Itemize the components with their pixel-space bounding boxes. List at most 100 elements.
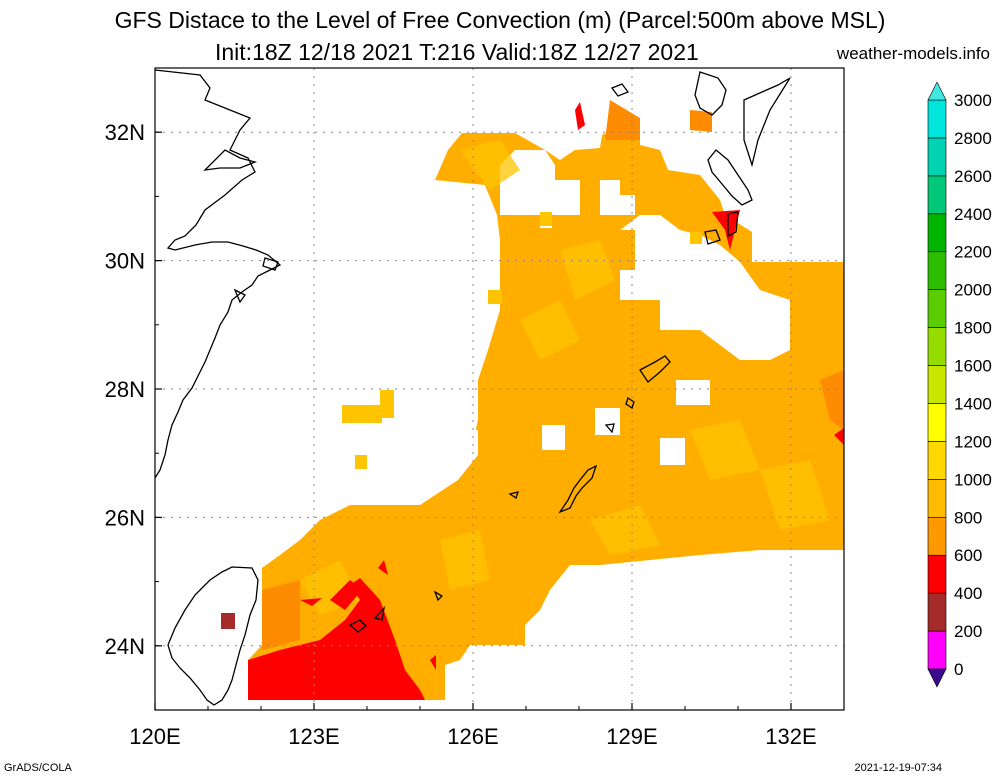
field-texture <box>690 420 760 480</box>
field-red <box>330 580 362 610</box>
colorbar-label: 2200 <box>954 243 992 262</box>
footer-software: GrADS/COLA <box>4 762 72 774</box>
field-orange <box>262 580 300 650</box>
coastal-island <box>262 257 279 271</box>
colorbar-label: 1000 <box>954 470 992 489</box>
lat-tick-label: 30N <box>105 249 145 274</box>
colorbar-label: 800 <box>954 508 982 527</box>
lon-tick-label: 126E <box>447 724 498 749</box>
colorbar-segment <box>927 365 947 404</box>
colorbar-label: 0 <box>954 660 963 679</box>
colorbar-segment <box>927 327 947 366</box>
colorbar-label: 3000 <box>954 91 992 110</box>
field-gap <box>676 380 710 405</box>
map-title: GFS Distace to the Level of Free Convect… <box>114 7 886 33</box>
island-coastline <box>348 619 367 633</box>
colorbar-label: 2800 <box>954 129 992 148</box>
field-cell <box>342 405 382 423</box>
lat-tick-label: 26N <box>105 505 145 530</box>
site-credit: weather-models.info <box>836 44 990 63</box>
island-coastline <box>433 590 444 602</box>
axis-ticks: 120E 123E 126E 129E 132E 24N 26N 28N 30N 32N <box>105 67 845 749</box>
field-red <box>300 598 322 606</box>
colorbar-label: 2400 <box>954 205 992 224</box>
field-cell <box>355 455 367 469</box>
field-gap <box>500 150 580 228</box>
lat-tick-label: 28N <box>105 377 145 402</box>
lon-tick-label: 123E <box>288 724 339 749</box>
colorbar-segment <box>927 630 947 670</box>
field-texture <box>520 300 580 360</box>
colorbar-label: 2600 <box>954 167 992 186</box>
island-coastline <box>610 83 630 97</box>
kyushu-coastline <box>707 149 753 206</box>
colorbar-label: 1600 <box>954 357 992 376</box>
field-red <box>575 102 585 130</box>
field-orange <box>690 110 712 132</box>
field-cell <box>488 290 502 304</box>
island-coastline <box>604 423 615 434</box>
lat-tick-label: 24N <box>105 634 145 659</box>
field-red <box>248 578 425 700</box>
island-coastline <box>508 491 519 500</box>
field-cell <box>540 212 552 226</box>
kyushu-coastline <box>743 77 791 168</box>
field-texture <box>760 460 830 530</box>
colorbar-segment <box>927 516 947 556</box>
yangtze-estuary <box>203 149 258 171</box>
coastlines <box>155 69 791 706</box>
colorbar-segment <box>927 289 947 328</box>
colorbar-segment <box>927 99 947 139</box>
field-gap <box>595 408 620 435</box>
kyushu-coastline <box>694 71 727 116</box>
field-red <box>378 560 388 575</box>
colorbar: 0 200 400 600 800 1000 1200 1400 1600 1800 2000 220… <box>927 81 992 688</box>
colorbar-under-arrow <box>927 668 947 688</box>
colorbar-over-arrow <box>927 81 947 101</box>
colorbar-label: 600 <box>954 546 982 565</box>
field-gap <box>620 215 790 360</box>
lon-tick-label: 120E <box>129 724 180 749</box>
map-subtitle: Init:18Z 12/18 2021 T:216 Valid:18Z 12/2… <box>215 39 699 65</box>
colorbar-segment <box>927 592 947 632</box>
colorbar-segment <box>927 479 947 518</box>
field-red <box>430 655 436 670</box>
lon-tick-label: 129E <box>606 724 657 749</box>
colorbar-label: 1200 <box>954 432 992 451</box>
colorbar-segment <box>927 554 947 594</box>
field-red <box>712 210 740 250</box>
field-gap <box>542 425 565 450</box>
colorbar-label: 200 <box>954 622 982 641</box>
colorbar-segment <box>927 175 947 215</box>
footer-timestamp: 2021-12-19-07:34 <box>854 762 942 774</box>
colorbar-segment <box>927 213 947 253</box>
field-red <box>834 428 844 445</box>
colorbar-segment <box>927 251 947 290</box>
field-orange <box>820 370 844 430</box>
colorbar-segment <box>927 137 947 177</box>
field-gap <box>600 180 635 215</box>
island-coastline <box>639 355 671 383</box>
island-coastline <box>727 211 739 238</box>
china-coastline <box>155 69 282 479</box>
coastal-island <box>233 288 246 304</box>
field-texture <box>440 530 490 590</box>
field-cell <box>380 390 394 418</box>
taiwan-coastline <box>167 566 259 706</box>
lfc-field <box>221 100 844 700</box>
colorbar-label: 2000 <box>954 281 992 300</box>
field-texture <box>460 140 520 190</box>
field-orange <box>605 100 640 140</box>
lon-tick-label: 132E <box>765 724 816 749</box>
colorbar-segment <box>927 403 947 442</box>
island-coastline <box>625 396 635 410</box>
colorbar-label: 400 <box>954 584 982 603</box>
lat-tick-label: 32N <box>105 120 145 145</box>
island-coastline <box>373 605 386 621</box>
island-coastline <box>704 229 721 245</box>
field-brown-cell <box>221 613 235 629</box>
colorbar-label: 1400 <box>954 394 992 413</box>
field-gap <box>345 430 478 505</box>
field-texture <box>560 240 615 300</box>
